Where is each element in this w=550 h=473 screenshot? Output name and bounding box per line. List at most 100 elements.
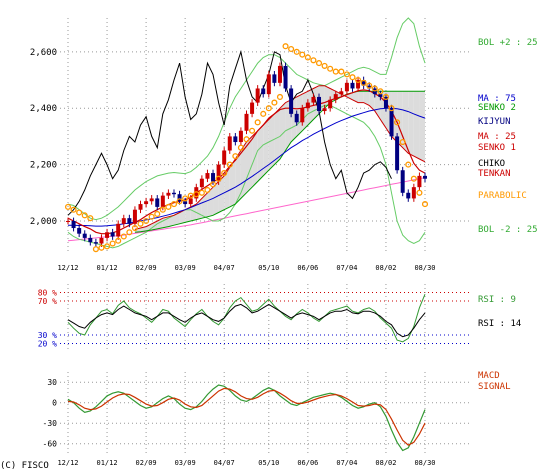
candle-body [322,108,327,112]
price-x-tick-label: 01/12 [97,264,118,272]
price-legend-label: PARABOLIC [478,191,527,201]
parabolic-dot [115,237,122,244]
cloud-segment [240,142,247,199]
parabolic-dot [187,192,194,199]
candle-body [294,113,299,123]
parabolic-dot [243,136,250,143]
price-x-tick-label: 07/04 [336,264,357,272]
cloud-segment [229,158,236,207]
parabolic-dot [282,43,289,50]
cloud-segment [257,125,264,182]
cloud-segment [162,216,169,228]
parabolic-dot [349,74,356,81]
macd-x-tick-label: 07/04 [336,459,357,467]
candle-body [105,232,110,238]
price-panel: 2,600 2,400 2,200 2,000 12/12 01/12 02/09 03/0… [30,17,538,272]
parabolic-dot [126,229,133,236]
cloud-segment [352,91,359,103]
rsi-y-tick-label: 70 % [38,297,57,306]
candle-body [344,82,349,92]
parabolic-dot [382,93,390,100]
candle-body [183,201,188,205]
parabolic-dot [232,153,239,160]
parabolic-dot [288,45,295,53]
cloud-segment [268,113,275,171]
candle-body [400,170,405,193]
parabolic-dot [360,79,367,86]
candle-body [350,82,355,89]
ma25-line [67,89,426,235]
candle-body [305,102,310,109]
macd-legend-label: SIGNAL [478,382,511,392]
cloud-segment [296,94,303,137]
parabolic-dot [182,195,189,202]
parabolic-dot [293,48,300,55]
candle-body [99,237,104,244]
cloud-segment [369,91,375,112]
price-y-tick-label: 2,600 [30,48,57,58]
macd-x-tick-label: 01/12 [97,459,118,467]
signal-line [67,387,426,446]
parabolic-dots [64,43,429,253]
price-x-tick-label: 06/06 [297,264,318,272]
price-legend-label: MA : 75 [478,94,516,104]
parabolic-dot [70,206,77,213]
parabolic-dot [215,175,222,182]
macd-y-ticks: 30 0 -30 -60 [43,378,58,448]
parabolic-dot [366,82,373,89]
parabolic-dot [143,217,150,225]
cloud-segment [173,212,180,226]
cloud-segment [185,206,191,223]
rsi-y-tick-label: 20 % [38,340,57,349]
rsi-legend: RSI : 9 RSI : 14 [478,295,521,329]
candle-body [127,218,132,224]
rsi-y-tick-label: 80 % [38,289,57,298]
parabolic-dot [327,65,334,72]
candle-body [238,130,243,143]
price-x-tick-label: 12/12 [57,264,78,272]
parabolic-dot [226,161,233,168]
candle-body [361,80,366,86]
candle-body [378,94,383,97]
parabolic-dot [131,224,138,232]
macd-x-ticks: 12/12 01/12 02/09 03/09 04/07 05/10 06/06 07/04… [57,459,435,467]
parabolic-dot [193,191,200,198]
macd-gridlines [60,372,470,456]
parabolic-dot [394,119,401,126]
parabolic-dot [343,71,350,78]
parabolic-dot [416,189,423,196]
candle-body [205,173,210,179]
price-x-tick-label: 03/09 [175,264,196,272]
price-x-tick-label: 05/10 [258,264,279,272]
candle-body [255,88,260,103]
cloud-segment [413,91,420,159]
macd-panel: 30 0 -30 -60 12/12 01/12 02/09 03/09 04/07 05/10… [43,371,511,467]
parabolic-dot [81,212,88,219]
candle-body [216,164,221,182]
cloud-segment [235,150,241,205]
candle-body [222,150,227,165]
price-y-tick-label: 2,000 [30,217,57,227]
candle-body [266,74,271,95]
candle-body [250,102,255,114]
rsi-gridlines [60,284,470,352]
candle-body [311,96,316,103]
price-legend-label: KIJYUN [478,117,511,127]
candle-body [423,175,427,179]
parabolic-dot [405,161,412,168]
parabolic-dot [304,54,311,61]
candle-body [211,173,216,182]
bollinger-lower-line [67,104,426,249]
candle-body [383,96,388,109]
macd-x-tick-label: 03/09 [175,459,196,467]
cloud-segment [190,204,197,221]
copyright-label: (C) FISCO [0,461,49,471]
price-y-ticks: 2,600 2,400 2,200 2,000 [30,48,57,227]
macd-legend-label: MACD [478,371,500,381]
cloud-segment [168,215,174,227]
parabolic-dot [87,215,94,222]
